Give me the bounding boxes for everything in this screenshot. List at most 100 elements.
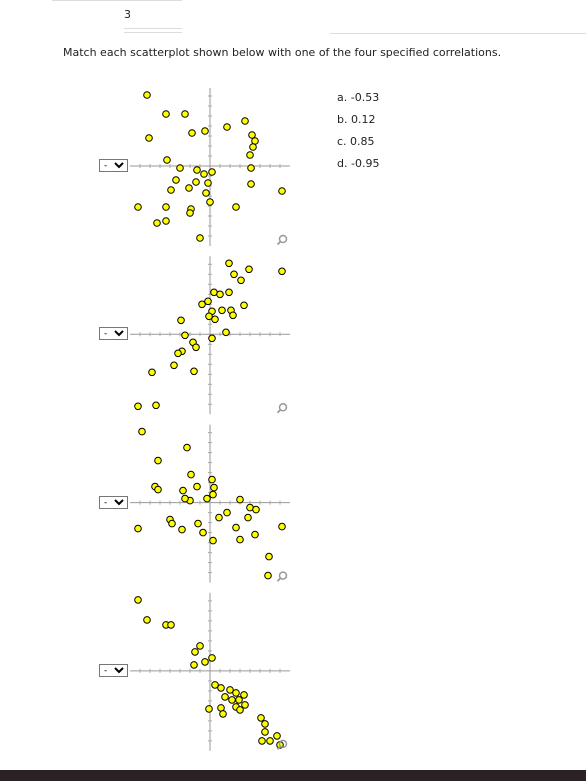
option: d. -0.95 [337,157,380,170]
point [230,270,238,279]
point [241,701,249,709]
point [185,184,193,192]
point [235,696,243,704]
divider [124,32,182,33]
point [204,179,212,187]
point [261,720,269,728]
point [168,519,176,528]
answer-dropdown[interactable]: - [99,495,128,509]
point [134,203,142,211]
point [162,203,170,211]
point [152,401,160,410]
point [240,691,248,699]
taskbar [0,770,586,781]
point [232,523,240,532]
answer-dropdown[interactable]: - [99,159,128,172]
point [190,367,198,376]
zoom-icon[interactable] [276,571,288,582]
point [203,494,211,503]
point [229,311,237,320]
point [225,259,233,268]
point [236,706,244,714]
answer-dropdown[interactable]: - [99,663,128,677]
point [192,178,200,186]
point [222,328,230,337]
point [246,151,254,159]
divider [124,28,182,29]
point [204,297,212,306]
point [211,315,219,324]
point [181,110,189,118]
point [278,267,286,276]
point [228,696,236,704]
divider [52,0,182,1]
point [200,170,208,178]
point [215,513,223,522]
point [208,334,216,343]
point [134,596,142,604]
point [190,661,198,669]
point [223,123,231,131]
point [163,156,171,164]
point [225,288,233,297]
point [240,301,248,310]
point [178,525,186,534]
point [252,505,260,514]
point [278,187,286,195]
point [187,470,195,479]
point [193,482,201,491]
point [188,129,196,137]
point [251,530,259,539]
point [153,219,161,227]
point [196,234,204,242]
point [154,456,162,465]
point [143,91,151,99]
point [202,189,210,197]
point [244,513,252,522]
point [177,316,185,325]
option: c. 0.85 [337,135,375,148]
point [261,728,269,736]
point [167,621,175,629]
point [232,203,240,211]
zoom-icon[interactable] [276,403,288,414]
point [196,642,204,650]
point [278,522,286,531]
option: b. 0.12 [337,113,376,126]
point [249,143,257,151]
question-text: Match each scatterplot shown below with … [63,46,502,59]
point [236,535,244,544]
point [208,475,216,484]
point [193,166,201,174]
point [162,110,170,118]
point [206,198,214,206]
point [198,300,206,309]
point [154,485,162,494]
point [237,276,245,285]
point [205,312,213,321]
point [247,180,255,188]
point [245,265,253,274]
point [248,131,256,139]
point [232,689,240,697]
point [221,693,229,701]
point [216,290,224,299]
point [219,710,227,718]
point [186,209,194,217]
point [167,186,175,194]
point [138,427,146,436]
zoom-icon[interactable] [276,739,288,751]
point [258,737,266,745]
answer-dropdown[interactable]: - [99,327,128,341]
point [194,519,202,528]
point [179,486,187,495]
point [148,368,156,377]
point [273,732,281,740]
point [191,648,199,656]
zoom-icon[interactable] [276,234,288,246]
point [201,127,209,135]
point [211,681,219,689]
point [134,524,142,533]
